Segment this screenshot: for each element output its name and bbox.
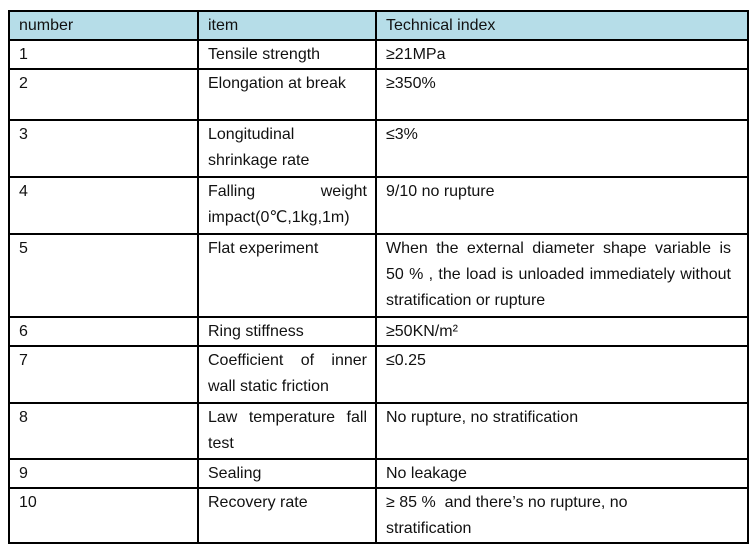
cell-index: ≥21MPa (375, 39, 749, 70)
cell-index: ≤3% (375, 119, 749, 178)
cell-number: 3 (8, 119, 199, 178)
cell-index: ≥350% (375, 68, 749, 121)
spec-table: number item Technical index 1 Tensile st… (8, 10, 749, 544)
table-row: 1 Tensile strength ≥21MPa (8, 39, 749, 70)
table-row: 8 Law temperature fall test No rupture, … (8, 402, 749, 460)
table-row: 10 Recovery rate ≥ 85 % and there’s no r… (8, 487, 749, 544)
cell-item: Ring stiffness (197, 316, 377, 347)
cell-index: 9/10 no rupture (375, 176, 749, 235)
cell-index: No leakage (375, 458, 749, 489)
column-header-technical-index: Technical index (375, 10, 749, 41)
table-row: 5 Flat experiment When the external diam… (8, 233, 749, 318)
cell-number: 5 (8, 233, 199, 318)
cell-number: 1 (8, 39, 199, 70)
cell-item: Falling weight impact(0℃,1kg,1m) (197, 176, 377, 235)
cell-index: ≤0.25 (375, 345, 749, 404)
cell-index: When the external diameter shape variabl… (375, 233, 749, 318)
cell-item: Recovery rate (197, 487, 377, 544)
table-row: 9 Sealing No leakage (8, 458, 749, 489)
cell-item: Longitudinal shrinkage rate (197, 119, 377, 178)
table-row: 6 Ring stiffness ≥50KN/m² (8, 316, 749, 347)
column-header-item: item (197, 10, 377, 41)
cell-item: Flat experiment (197, 233, 377, 318)
cell-index: ≥50KN/m² (375, 316, 749, 347)
table-header-row: number item Technical index (8, 10, 749, 41)
cell-number: 7 (8, 345, 199, 404)
cell-index: No rupture, no stratification (375, 402, 749, 460)
table-row: 3 Longitudinal shrinkage rate ≤3% (8, 119, 749, 178)
cell-number: 4 (8, 176, 199, 235)
cell-item: Elongation at break (197, 68, 377, 121)
table-row: 2 Elongation at break ≥350% (8, 68, 749, 121)
cell-number: 9 (8, 458, 199, 489)
cell-number: 6 (8, 316, 199, 347)
cell-number: 2 (8, 68, 199, 121)
cell-index: ≥ 85 % and there’s no rupture, no strati… (375, 487, 749, 544)
cell-item: Sealing (197, 458, 377, 489)
table-row: 7 Coefficient of inner wall static frict… (8, 345, 749, 404)
column-header-number: number (8, 10, 199, 41)
table-row: 4 Falling weight impact(0℃,1kg,1m) 9/10 … (8, 176, 749, 235)
cell-item: Tensile strength (197, 39, 377, 70)
cell-item: Coefficient of inner wall static frictio… (197, 345, 377, 404)
cell-item: Law temperature fall test (197, 402, 377, 460)
cell-number: 8 (8, 402, 199, 460)
cell-number: 10 (8, 487, 199, 544)
